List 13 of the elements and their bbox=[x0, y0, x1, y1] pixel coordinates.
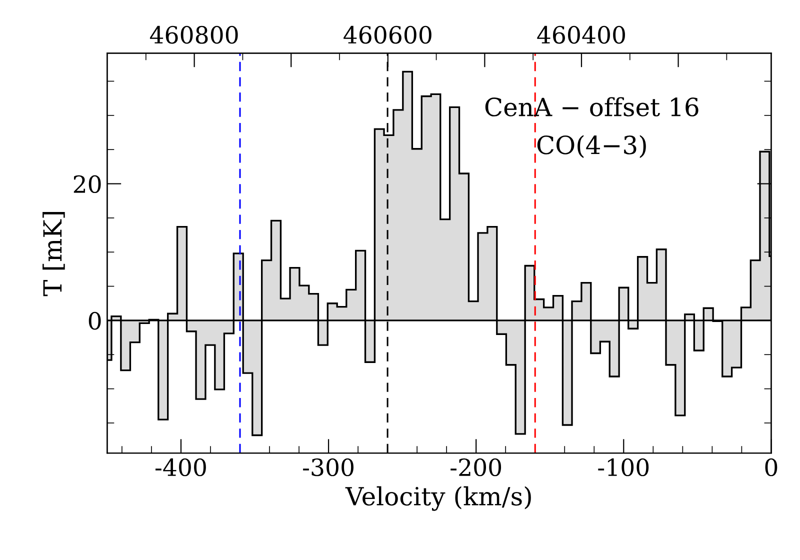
x-tick-label: -300 bbox=[303, 458, 354, 476]
y-axis-title: T [mK] bbox=[42, 212, 65, 296]
x-tick-label: -400 bbox=[155, 458, 206, 476]
annotation: CO(4−3) bbox=[537, 135, 646, 158]
x-tick-label: -100 bbox=[598, 458, 649, 476]
y-tick-label: 20 bbox=[74, 175, 101, 194]
x2-tick-label: 460600 bbox=[344, 26, 432, 44]
x-axis-title: Velocity (km/s) bbox=[345, 486, 531, 511]
x2-tick-label: 460400 bbox=[537, 26, 625, 44]
x-tick-label: 0 bbox=[765, 458, 778, 476]
x2-tick-label: 460800 bbox=[150, 26, 238, 44]
annotation: CenA − offset 16 bbox=[485, 97, 698, 116]
x-tick-label: -200 bbox=[450, 458, 502, 476]
